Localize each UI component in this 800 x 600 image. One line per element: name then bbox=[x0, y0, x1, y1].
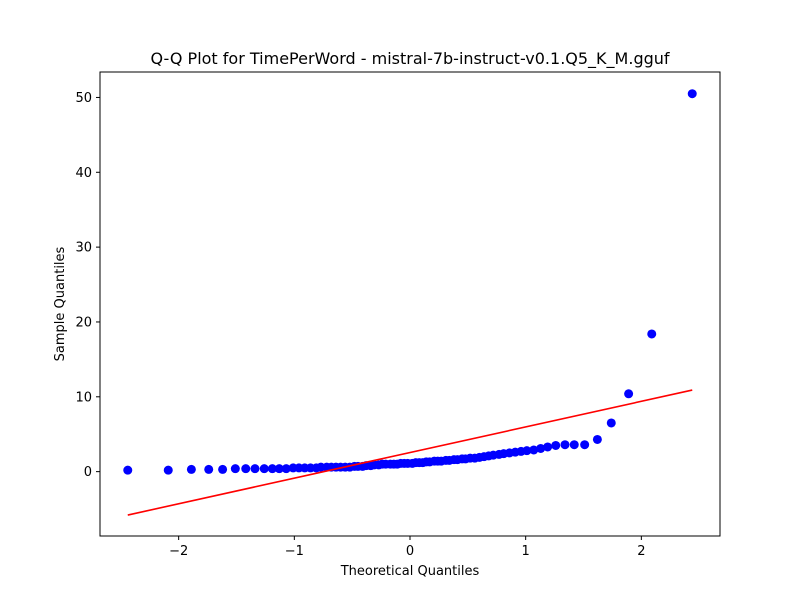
sample-point bbox=[647, 329, 657, 339]
sample-point bbox=[267, 464, 277, 474]
sample-point bbox=[274, 464, 284, 474]
x-tick-label: 2 bbox=[637, 544, 645, 559]
sample-point bbox=[606, 418, 616, 428]
sample-point bbox=[529, 445, 539, 455]
sample-point bbox=[560, 440, 570, 450]
x-tick-label: −1 bbox=[285, 544, 304, 559]
sample-point bbox=[551, 440, 561, 450]
sample-point bbox=[281, 464, 291, 474]
sample-point bbox=[580, 440, 590, 450]
sample-point bbox=[536, 443, 546, 453]
y-tick-label: 40 bbox=[75, 166, 92, 181]
sample-point bbox=[123, 465, 133, 475]
y-axis-ticks: 0 10 20 30 40 50 bbox=[75, 91, 100, 480]
x-tick-label: 0 bbox=[406, 544, 414, 559]
chart-title: Q-Q Plot for TimePerWord - mistral-7b-in… bbox=[150, 49, 669, 69]
sample-point bbox=[204, 464, 214, 474]
sample-point bbox=[569, 440, 579, 450]
x-axis-ticks: −2 −1 0 1 2 bbox=[169, 536, 645, 559]
sample-point bbox=[624, 389, 634, 399]
sample-point bbox=[522, 446, 532, 456]
x-tick-label: 1 bbox=[522, 544, 530, 559]
sample-point bbox=[163, 465, 173, 475]
sample-point bbox=[250, 464, 260, 474]
y-tick-label: 10 bbox=[75, 390, 92, 405]
sample-point bbox=[241, 464, 251, 474]
x-axis-label: Theoretical Quantiles bbox=[340, 564, 480, 579]
sample-point bbox=[687, 89, 697, 99]
sample-point bbox=[230, 464, 240, 474]
sample-point bbox=[259, 464, 269, 474]
sample-point bbox=[218, 464, 228, 474]
y-tick-label: 30 bbox=[75, 241, 92, 256]
x-tick-label: −2 bbox=[169, 544, 188, 559]
y-axis-label: Sample Quantiles bbox=[53, 246, 68, 361]
y-tick-label: 20 bbox=[75, 315, 92, 330]
y-tick-label: 50 bbox=[75, 91, 92, 106]
sample-point bbox=[543, 442, 553, 452]
fit-line-layer bbox=[127, 389, 693, 516]
y-tick-label: 0 bbox=[84, 465, 92, 480]
sample-point bbox=[186, 464, 196, 474]
sample-point bbox=[592, 434, 602, 444]
reference-line bbox=[127, 389, 693, 516]
points-layer bbox=[123, 89, 697, 475]
